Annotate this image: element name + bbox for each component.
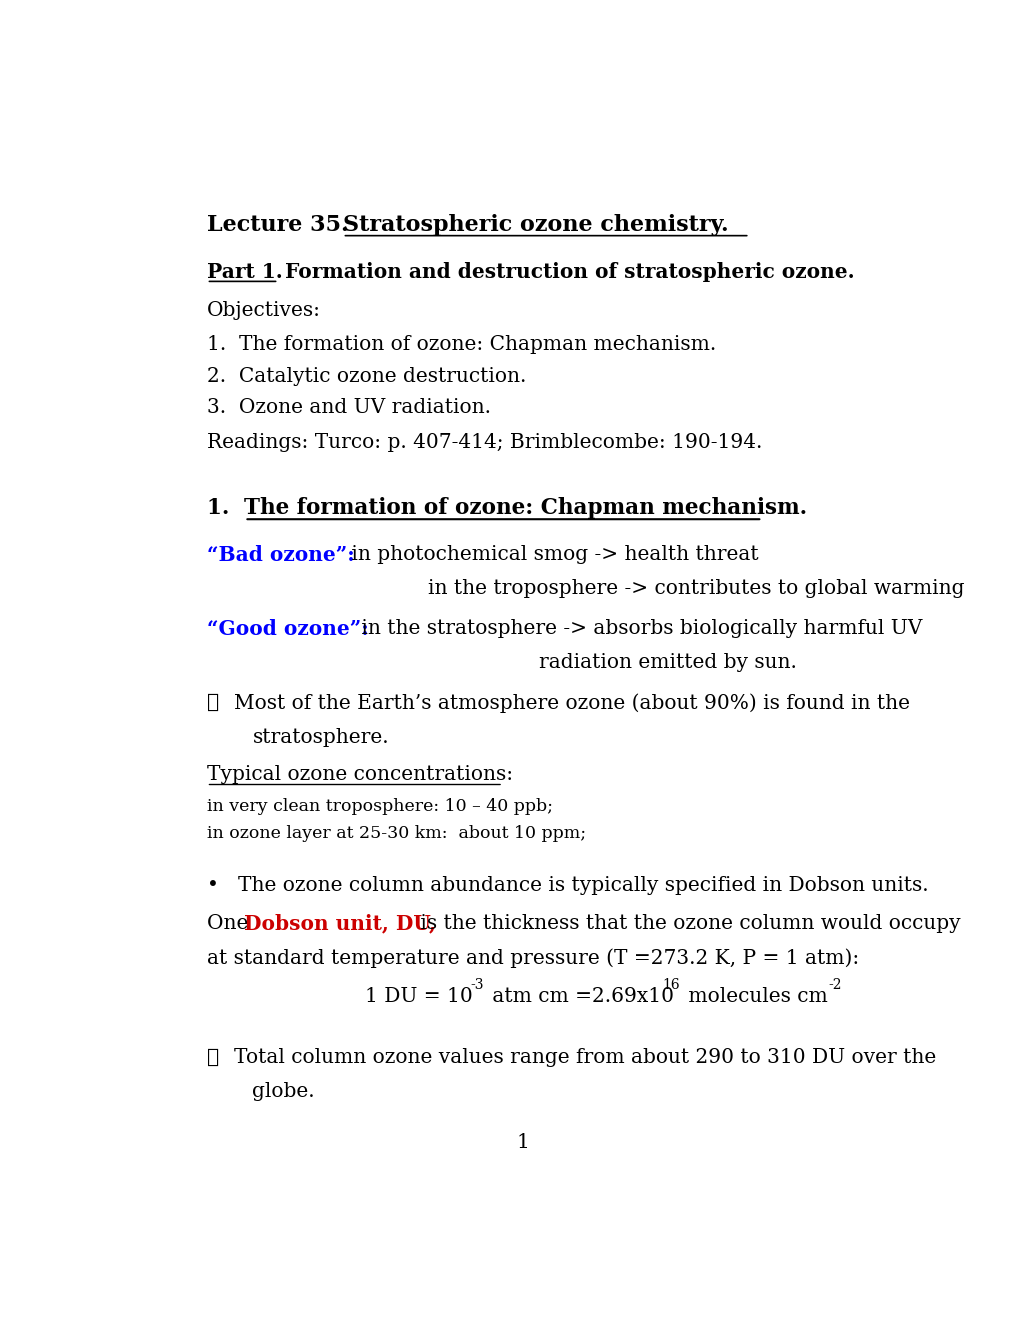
Text: Lecture 35.: Lecture 35. xyxy=(206,214,356,236)
Text: in the troposphere -> contributes to global warming: in the troposphere -> contributes to glo… xyxy=(428,579,963,598)
Text: 1.  The formation of ozone: Chapman mechanism.: 1. The formation of ozone: Chapman mecha… xyxy=(206,335,715,354)
Text: 2.  Catalytic ozone destruction.: 2. Catalytic ozone destruction. xyxy=(206,367,526,385)
Text: Objectives:: Objectives: xyxy=(206,301,320,319)
Text: 1: 1 xyxy=(516,1134,529,1152)
Text: in photochemical smog -> health threat: in photochemical smog -> health threat xyxy=(344,545,758,564)
Text: in the stratosphere -> absorbs biologically harmful UV: in the stratosphere -> absorbs biologica… xyxy=(355,619,921,638)
Text: Total column ozone values range from about 290 to 310 DU over the: Total column ozone values range from abo… xyxy=(234,1048,935,1067)
Text: atm cm =2.69x10: atm cm =2.69x10 xyxy=(485,987,673,1006)
Text: globe.: globe. xyxy=(252,1082,315,1101)
Text: -2: -2 xyxy=(827,978,842,991)
Text: 16: 16 xyxy=(662,978,680,991)
Text: Stratospheric ozone chemistry.: Stratospheric ozone chemistry. xyxy=(342,214,728,236)
Text: 1 DU = 10: 1 DU = 10 xyxy=(365,987,472,1006)
Text: Readings: Turco: p. 407-414; Brimblecombe: 190-194.: Readings: Turco: p. 407-414; Brimblecomb… xyxy=(206,433,761,451)
Text: in ozone layer at 25-30 km:  about 10 ppm;: in ozone layer at 25-30 km: about 10 ppm… xyxy=(206,825,585,842)
Text: “Bad ozone”:: “Bad ozone”: xyxy=(206,545,354,565)
Text: at standard temperature and pressure (T =273.2 K, P = 1 atm):: at standard temperature and pressure (T … xyxy=(206,948,858,968)
Text: is the thickness that the ozone column would occupy: is the thickness that the ozone column w… xyxy=(414,913,960,933)
Text: •   The ozone column abundance is typically specified in Dobson units.: • The ozone column abundance is typicall… xyxy=(206,876,927,895)
Text: stratosphere.: stratosphere. xyxy=(252,727,388,747)
Text: Most of the Earth’s atmosphere ozone (about 90%) is found in the: Most of the Earth’s atmosphere ozone (ab… xyxy=(234,693,909,713)
Text: -3: -3 xyxy=(470,978,484,991)
Text: molecules cm: molecules cm xyxy=(681,987,826,1006)
Text: 3.  Ozone and UV radiation.: 3. Ozone and UV radiation. xyxy=(206,399,490,417)
Text: Formation and destruction of stratospheric ozone.: Formation and destruction of stratospher… xyxy=(278,263,854,282)
Text: Part 1.: Part 1. xyxy=(206,263,282,282)
Text: radiation emitted by sun.: radiation emitted by sun. xyxy=(538,653,796,672)
Text: ➤: ➤ xyxy=(206,693,218,711)
Text: Dobson unit, DU,: Dobson unit, DU, xyxy=(245,913,436,933)
Text: One: One xyxy=(206,913,254,933)
Text: “Good ozone”:: “Good ozone”: xyxy=(206,619,368,639)
Text: ➤: ➤ xyxy=(206,1048,218,1067)
Text: The formation of ozone: Chapman mechanism.: The formation of ozone: Chapman mechanis… xyxy=(245,496,807,519)
Text: Typical ozone concentrations:: Typical ozone concentrations: xyxy=(206,766,513,784)
Text: 1.: 1. xyxy=(206,496,244,519)
Text: in very clean troposphere: 10 – 40 ppb;: in very clean troposphere: 10 – 40 ppb; xyxy=(206,797,552,814)
